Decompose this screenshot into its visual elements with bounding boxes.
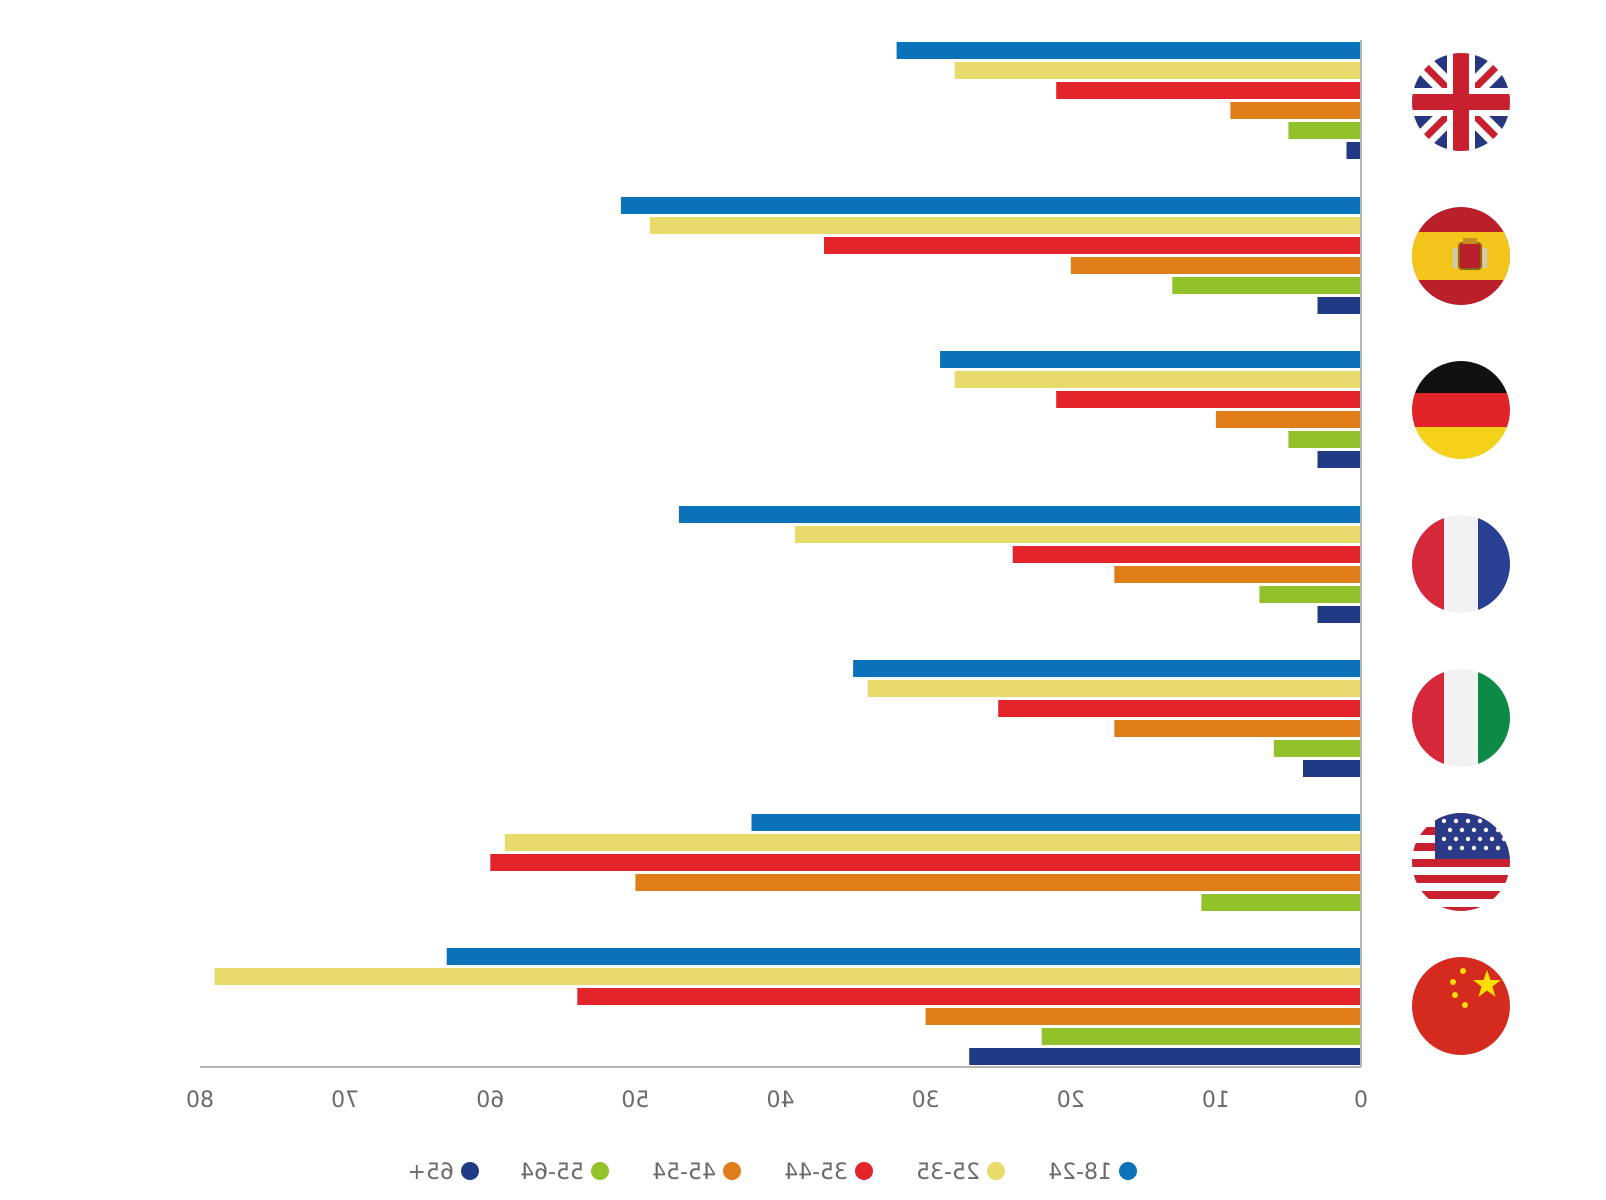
bar-spain-45-54 <box>1070 257 1362 274</box>
x-tick-label: 70 <box>331 1088 359 1113</box>
bar-italy-35-44 <box>998 700 1361 717</box>
bar-france-45-54 <box>1114 566 1361 583</box>
legend-swatch <box>461 1162 479 1180</box>
germany-flag-icon <box>1412 361 1510 459</box>
bar-germany-35-44 <box>1056 391 1361 408</box>
bar-united-kingdom-35-44 <box>1056 82 1361 99</box>
spain-flag-icon <box>1412 207 1510 305</box>
x-tick-label: 20 <box>1057 1088 1085 1113</box>
legend-label: 18-24 <box>1048 1160 1112 1185</box>
x-tick-label: 10 <box>1202 1088 1230 1113</box>
bar-france-35-44 <box>1012 546 1361 563</box>
legend-swatch <box>987 1162 1005 1180</box>
legend-label: 35-44 <box>784 1160 848 1185</box>
bar-france-55-64 <box>1259 586 1361 603</box>
bar-spain-35-44 <box>824 237 1361 254</box>
legend-swatch <box>1119 1162 1137 1180</box>
bar-united-kingdom-65plus <box>1346 142 1361 159</box>
bar-spain-25-35 <box>649 217 1361 234</box>
bar-italy-18-24 <box>853 660 1361 677</box>
legend-swatch <box>723 1162 741 1180</box>
x-tick-labels: 0 10 20 30 40 50 60 70 80 <box>186 1088 1368 1113</box>
bar-united-kingdom-18-24 <box>896 42 1361 59</box>
x-tick-label: 0 <box>1354 1088 1368 1113</box>
bar-spain-18-24 <box>620 197 1361 214</box>
bar-united-states-18-24 <box>751 814 1361 831</box>
bar-china-35-44 <box>577 988 1361 1005</box>
x-tick-label: 80 <box>186 1088 214 1113</box>
bar-china-25-35 <box>214 968 1361 985</box>
x-tick-label: 30 <box>912 1088 940 1113</box>
italy-flag-icon <box>1412 669 1510 767</box>
bar-germany-18-24 <box>940 351 1361 368</box>
bar-italy-25-35 <box>867 680 1361 697</box>
bars-group <box>214 42 1362 1065</box>
bar-spain-55-64 <box>1172 277 1361 294</box>
france-flag-icon <box>1412 515 1510 613</box>
bar-france-65plus <box>1317 606 1361 623</box>
legend-swatch <box>855 1162 873 1180</box>
legend-label: 65+ <box>408 1160 454 1185</box>
bar-china-45-54 <box>925 1008 1361 1025</box>
legend-label: 45-54 <box>652 1160 716 1185</box>
uk-flag-icon <box>1412 53 1510 151</box>
bar-china-18-24 <box>446 948 1361 965</box>
bar-germany-45-54 <box>1215 411 1361 428</box>
bar-united-states-35-44 <box>490 854 1362 871</box>
bar-united-states-45-54 <box>635 874 1361 891</box>
x-tick-label: 60 <box>476 1088 504 1113</box>
x-tick-label: 40 <box>767 1088 795 1113</box>
bar-china-55-64 <box>1041 1028 1361 1045</box>
bar-united-states-25-35 <box>504 834 1361 851</box>
bar-italy-65plus <box>1303 760 1361 777</box>
bar-france-25-35 <box>795 526 1361 543</box>
legend-swatch <box>591 1162 609 1180</box>
bar-united-kingdom-55-64 <box>1288 122 1361 139</box>
legend: 18-24 25-35 35-44 45-54 55-64 65+ <box>408 1160 1137 1185</box>
bar-germany-65plus <box>1317 451 1361 468</box>
bar-spain-65plus <box>1317 297 1361 314</box>
bar-italy-45-54 <box>1114 720 1361 737</box>
bar-united-states-55-64 <box>1201 894 1361 911</box>
bar-china-65plus <box>969 1048 1361 1065</box>
bar-united-kingdom-25-35 <box>954 62 1361 79</box>
legend-label: 55-64 <box>520 1160 584 1185</box>
bar-germany-25-35 <box>954 371 1361 388</box>
bar-united-kingdom-45-54 <box>1230 102 1361 119</box>
bar-germany-55-64 <box>1288 431 1361 448</box>
x-tick-label: 50 <box>621 1088 649 1113</box>
usa-flag-icon <box>1412 813 1510 911</box>
china-flag-icon <box>1412 957 1510 1055</box>
bar-italy-55-64 <box>1273 740 1361 757</box>
bar-france-18-24 <box>678 506 1361 523</box>
legend-label: 25-35 <box>916 1160 980 1185</box>
